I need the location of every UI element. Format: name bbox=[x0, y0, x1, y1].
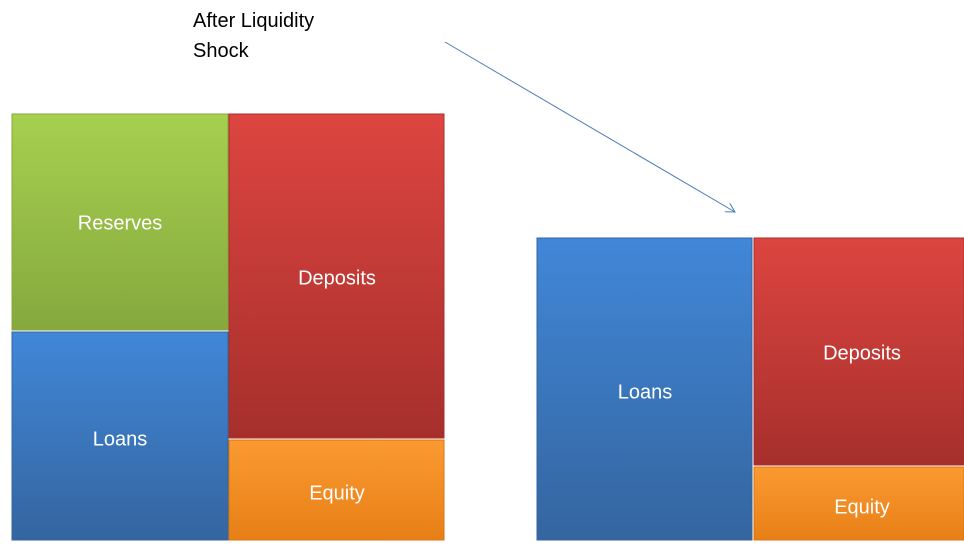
block-label: Equity bbox=[834, 496, 890, 518]
deposits-block bbox=[228, 113, 445, 439]
block-label: Deposits bbox=[298, 267, 376, 289]
loans-block bbox=[536, 237, 753, 541]
block-label: Deposits bbox=[823, 342, 901, 364]
block-label: Equity bbox=[309, 482, 365, 504]
annotation: After Liquidity Shock bbox=[193, 10, 315, 62]
arrow bbox=[444, 41, 735, 212]
equity-block bbox=[753, 466, 964, 541]
loans-block bbox=[11, 331, 229, 541]
block-label: Loans bbox=[618, 381, 673, 403]
block-label: Loans bbox=[93, 428, 148, 450]
equity-block bbox=[228, 439, 445, 541]
deposits-block bbox=[753, 237, 964, 466]
reserves-block bbox=[11, 113, 229, 331]
block-label: Reserves bbox=[78, 212, 162, 234]
